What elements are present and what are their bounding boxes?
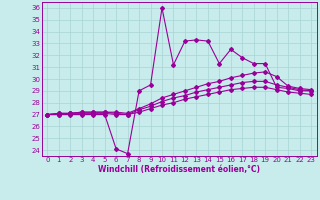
- X-axis label: Windchill (Refroidissement éolien,°C): Windchill (Refroidissement éolien,°C): [98, 165, 260, 174]
